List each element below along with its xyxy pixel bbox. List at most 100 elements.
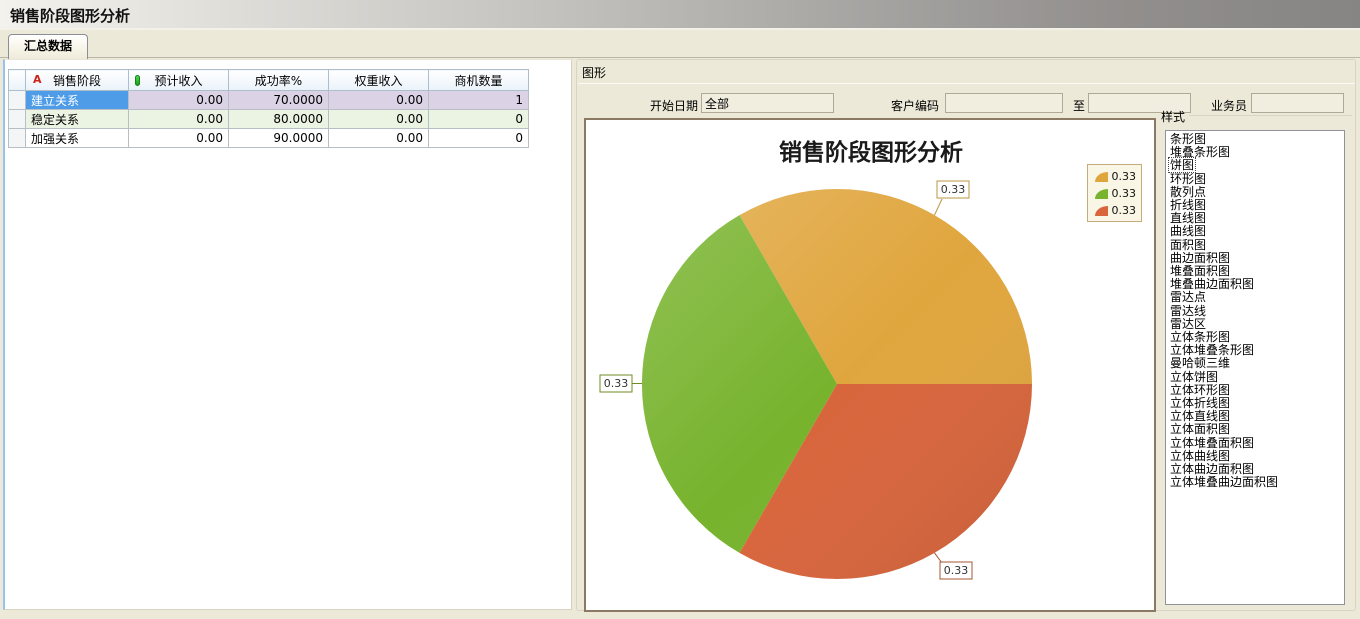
legend-entry: 0.33 — [1093, 203, 1136, 218]
cell-stage[interactable]: 加强关系 — [25, 128, 129, 148]
cell-count[interactable]: 0 — [428, 128, 529, 148]
cell-weighted[interactable]: 0.00 — [328, 128, 429, 148]
window-title-bar: 销售阶段图形分析 — [0, 0, 1360, 30]
style-list-item[interactable]: 直线图 — [1170, 211, 1207, 226]
cell-stage[interactable]: 稳定关系 — [25, 109, 129, 129]
style-list-item[interactable]: 立体堆叠条形图 — [1170, 343, 1255, 358]
style-list-item[interactable]: 堆叠面积图 — [1170, 264, 1231, 279]
style-list-item[interactable]: 雷达线 — [1170, 303, 1207, 318]
graph-panel: 图形 开始日期 客户编码 至 业务员 — [576, 59, 1356, 612]
cell-expected[interactable]: 0.00 — [128, 109, 229, 129]
style-list-item[interactable]: 立体直线图 — [1170, 409, 1231, 424]
table-row: 建立关系 0.00 70.0000 0.00 1 — [8, 90, 529, 110]
column-header-expected[interactable]: 预计收入 — [128, 69, 229, 91]
style-list-item[interactable]: 立体曲边面积图 — [1170, 462, 1255, 477]
legend-entry: 0.33 — [1093, 169, 1136, 184]
style-list-item[interactable]: 立体面积图 — [1170, 422, 1231, 437]
style-list-item[interactable]: 雷达区 — [1170, 316, 1207, 331]
style-list-item[interactable]: 堆叠条形图 — [1170, 145, 1231, 160]
legend-entry: 0.33 — [1093, 186, 1136, 201]
to-label: 至 — [1072, 99, 1085, 113]
style-group-line — [1189, 115, 1352, 116]
chart-title: 销售阶段图形分析 — [779, 139, 963, 166]
green-pill-icon — [135, 75, 140, 86]
main-content: A 销售阶段 预计收入 成功率% 权重收入 商机数量 — [0, 58, 1360, 613]
column-header-stage[interactable]: A 销售阶段 — [25, 69, 129, 91]
start-date-input[interactable] — [701, 93, 834, 113]
customer-code-to-input[interactable] — [1088, 93, 1191, 113]
style-list-item[interactable]: 立体堆叠面积图 — [1170, 435, 1255, 450]
legend-wedge-icon — [1095, 172, 1108, 182]
data-label-gold: 0.33 — [941, 183, 966, 196]
callout-line-gold — [934, 198, 943, 216]
page-title: 销售阶段图形分析 — [10, 7, 131, 25]
salesman-label: 业务员 — [1210, 99, 1247, 113]
style-list-item[interactable]: 曲线图 — [1170, 224, 1207, 239]
style-list-item[interactable]: 散列点 — [1170, 184, 1207, 199]
cell-count[interactable]: 1 — [428, 90, 529, 110]
start-date-label: 开始日期 — [649, 99, 698, 113]
style-list-item[interactable]: 立体折线图 — [1170, 396, 1231, 411]
legend-wedge-icon — [1095, 206, 1108, 216]
table-row: 稳定关系 0.00 80.0000 0.00 0 — [8, 109, 529, 129]
cell-stage[interactable]: 建立关系 — [25, 90, 129, 110]
cell-expected[interactable]: 0.00 — [128, 90, 229, 110]
cell-rate[interactable]: 90.0000 — [228, 128, 329, 148]
chart-legend: 0.33 0.33 0.33 — [1087, 164, 1142, 222]
style-list-item[interactable]: 环形图 — [1170, 171, 1207, 186]
sort-a-icon: A — [33, 73, 42, 86]
style-list-item[interactable]: 曼哈顿三维 — [1170, 356, 1231, 371]
legend-value: 0.33 — [1111, 170, 1137, 183]
cell-weighted[interactable]: 0.00 — [328, 109, 429, 129]
cell-weighted[interactable]: 0.00 — [328, 90, 429, 110]
graph-panel-title: 图形 — [582, 66, 607, 80]
data-label-box-red — [939, 561, 973, 580]
row-indicator[interactable] — [8, 128, 26, 148]
column-header-weighted[interactable]: 权重收入 — [328, 69, 429, 91]
row-indicator[interactable] — [8, 109, 26, 129]
tab-strip: 汇总数据 — [0, 30, 1360, 59]
legend-wedge-icon — [1095, 189, 1108, 199]
style-list-item[interactable]: 雷达点 — [1170, 290, 1207, 305]
customer-code-label: 客户编码 — [890, 99, 939, 113]
tab-summary-data[interactable]: 汇总数据 — [8, 34, 89, 59]
style-list-item[interactable]: 条形图 — [1170, 132, 1207, 146]
table-row: 加强关系 0.00 90.0000 0.00 0 — [8, 128, 529, 148]
column-label: 商机数量 — [454, 73, 503, 88]
column-label: 销售阶段 — [52, 73, 101, 88]
pie-chart: 销售阶段图形分析 0.33 0.33 0.33 — [599, 139, 1032, 580]
row-indicator[interactable] — [8, 90, 26, 110]
customer-code-input[interactable] — [945, 93, 1063, 113]
cell-rate[interactable]: 80.0000 — [228, 109, 329, 129]
style-list-item[interactable]: 折线图 — [1170, 198, 1207, 213]
legend-value: 0.33 — [1111, 204, 1137, 217]
style-list-item[interactable]: 面积图 — [1170, 237, 1207, 252]
style-list-item[interactable]: 立体饼图 — [1170, 369, 1219, 384]
style-list-item[interactable]: 立体堆叠曲边面积图 — [1170, 475, 1279, 490]
row-indicator-header[interactable] — [8, 69, 26, 91]
cell-count[interactable]: 0 — [428, 109, 529, 129]
data-label-box-green — [599, 374, 633, 393]
style-list-item[interactable]: 立体曲线图 — [1170, 448, 1231, 463]
column-header-count[interactable]: 商机数量 — [428, 69, 529, 91]
separator — [578, 83, 1355, 84]
summary-table: A 销售阶段 预计收入 成功率% 权重收入 商机数量 — [8, 69, 529, 148]
style-list-item[interactable]: 立体环形图 — [1170, 382, 1231, 397]
cell-expected[interactable]: 0.00 — [128, 128, 229, 148]
style-list-item[interactable]: 立体条形图 — [1170, 330, 1231, 345]
column-header-rate[interactable]: 成功率% — [228, 69, 329, 91]
column-label: 权重收入 — [354, 73, 403, 88]
column-label: 成功率% — [254, 73, 303, 88]
callout-line-red — [934, 552, 943, 564]
style-list-item[interactable]: 饼图 — [1167, 157, 1197, 174]
salesman-input[interactable] — [1251, 93, 1344, 113]
data-label-red: 0.33 — [944, 564, 969, 577]
chart-area: 销售阶段图形分析 0.33 0.33 0.33 — [584, 118, 1156, 612]
cell-rate[interactable]: 70.0000 — [228, 90, 329, 110]
style-list-item[interactable]: 曲边面积图 — [1170, 250, 1231, 265]
style-list: 条形图 堆叠条形图 饼图 环形图 散列点 折线图 直线图 曲线图 面积图 曲边面积图 堆叠面积图 堆叠… — [1165, 130, 1345, 605]
style-list-item[interactable]: 堆叠曲边面积图 — [1170, 277, 1255, 292]
data-label-green: 0.33 — [604, 377, 629, 390]
summary-table-panel: A 销售阶段 预计收入 成功率% 权重收入 商机数量 — [3, 59, 572, 610]
